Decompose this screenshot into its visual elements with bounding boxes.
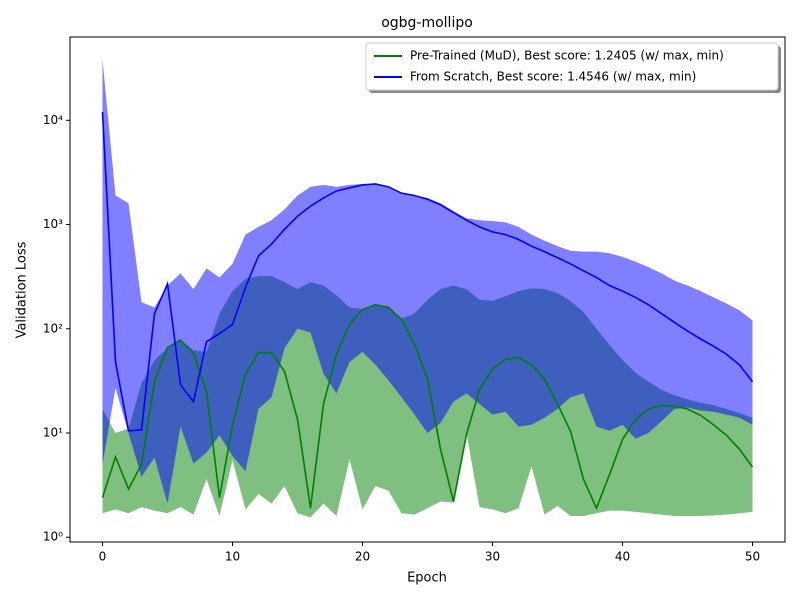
y-tick-label: 10² <box>43 321 63 335</box>
x-tick-label: 10 <box>225 550 240 564</box>
x-tick-label: 0 <box>99 550 107 564</box>
x-tick-label: 30 <box>485 550 500 564</box>
y-axis-label: Validation Loss <box>15 241 30 338</box>
y-tick-label: 10¹ <box>43 426 63 440</box>
y-tick-label: 10³ <box>43 217 63 231</box>
legend-label: Pre-Trained (MuD), Best score: 1.2405 (w… <box>410 49 724 63</box>
plot-frame <box>69 36 786 543</box>
legend: Pre-Trained (MuD), Best score: 1.2405 (w… <box>365 42 781 93</box>
chart-title: ogbg-mollipo <box>381 15 473 31</box>
range-band <box>102 59 753 504</box>
legend-label: From Scratch, Best score: 1.4546 (w/ max… <box>410 70 696 84</box>
x-axis-label: Epoch <box>407 571 447 586</box>
legend-box <box>365 42 779 91</box>
y-tick-label: 10⁴ <box>43 113 63 127</box>
series-line <box>101 112 754 432</box>
x-tick-label: 50 <box>745 550 760 564</box>
y-tick-label: 10⁰ <box>43 530 63 544</box>
x-tick-label: 40 <box>615 550 630 564</box>
x-tick-label: 20 <box>355 550 370 564</box>
series-line <box>101 303 754 511</box>
